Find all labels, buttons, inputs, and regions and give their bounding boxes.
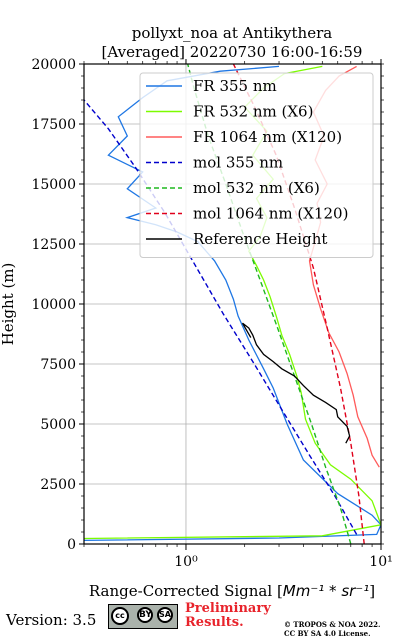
cc-icon: cc [111, 607, 129, 625]
chart-title-line1: pollyxt_noa at Antikythera [132, 24, 332, 42]
legend-box [139, 72, 374, 258]
preliminary-notice: Preliminary Results. [185, 602, 271, 630]
x-axis-label-close: ] [369, 582, 375, 600]
y-tick-label: 17500 [31, 117, 76, 133]
y-tick-label: 5000 [40, 417, 76, 433]
x-axis-label-units: Mm⁻¹ * sr⁻¹ [283, 582, 369, 600]
sa-icon: SA [157, 607, 173, 623]
y-axis-label: Height (m) [0, 263, 17, 346]
legend-entry: FR 532 nm (X6) [193, 103, 313, 121]
y-axis-ticks: 0 2500 5000 7500 10000 12500 15000 17500 20000 [31, 57, 384, 553]
y-tick-label: 15000 [31, 177, 76, 193]
cc-license-badge: cc BY SA [108, 604, 178, 629]
preliminary-line1: Preliminary [185, 601, 271, 616]
version-label: Version: 3.5 [6, 611, 97, 629]
y-tick-label: 7500 [40, 357, 76, 373]
legend-entry: mol 355 nm [193, 154, 283, 172]
by-icon: BY [137, 607, 153, 623]
series-line-mol-355-nm [84, 99, 358, 535]
legend-entry: FR 355 nm [193, 77, 277, 95]
preliminary-line2: Results. [185, 615, 244, 630]
y-tick-label: 2500 [40, 477, 76, 493]
x-tick-label: 10⁰ [174, 554, 198, 570]
y-tick-label: 0 [67, 537, 76, 553]
x-axis-label-text: Range-Corrected Signal [ [89, 582, 283, 600]
legend-entry: FR 1064 nm (X120) [193, 128, 342, 146]
lidar-profile-chart: pollyxt_noa at Antikythera [Averaged] 20… [0, 24, 393, 600]
legend: FR 355 nm FR 532 nm (X6) FR 1064 nm (X120)… [139, 72, 374, 258]
y-tick-label: 10000 [31, 297, 76, 313]
legend-entry: Reference Height [193, 230, 327, 248]
x-axis-ticks: 10⁰ 10¹ [83, 59, 393, 570]
copyright-line1: © TROPOS & NOA 2022. [284, 620, 381, 629]
copyright-notice: © TROPOS & NOA 2022. CC BY SA 4.0 Licens… [284, 620, 380, 638]
legend-entry: mol 1064 nm (X120) [193, 205, 348, 223]
x-axis-label: Range-Corrected Signal [Mm⁻¹ * sr⁻¹] [89, 582, 375, 600]
series-line-reference-height [241, 322, 351, 444]
y-tick-label: 20000 [31, 57, 76, 73]
legend-entry: mol 532 nm (X6) [193, 179, 320, 197]
series-line-fr-355-nm [84, 65, 381, 542]
y-tick-label: 12500 [31, 237, 76, 253]
copyright-line2: CC BY SA 4.0 License. [284, 629, 371, 638]
x-tick-label: 10¹ [369, 554, 392, 570]
chart-title-line2: [Averaged] 20220730 16:00-16:59 [102, 43, 363, 61]
